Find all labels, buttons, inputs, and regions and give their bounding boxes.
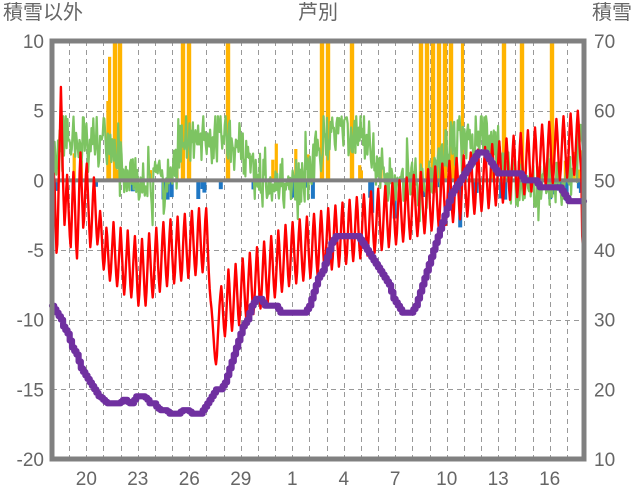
- svg-text:23: 23: [127, 469, 148, 490]
- svg-text:26: 26: [179, 469, 200, 490]
- svg-text:-15: -15: [17, 380, 44, 401]
- plot-frame: [49, 38, 587, 462]
- snow-depth-series-line: [48, 149, 588, 417]
- svg-text:70: 70: [594, 32, 615, 53]
- svg-text:29: 29: [230, 469, 251, 490]
- chart-title: 芦別: [298, 2, 338, 24]
- svg-text:1: 1: [287, 469, 298, 490]
- left-axis-tick-labels: 10 5 0 -5 -10 -15 -20: [17, 32, 44, 471]
- svg-text:50: 50: [594, 171, 615, 192]
- svg-text:-5: -5: [27, 241, 44, 262]
- svg-text:-10: -10: [17, 311, 44, 332]
- svg-text:20: 20: [76, 469, 97, 490]
- svg-text:16: 16: [539, 469, 560, 490]
- svg-text:7: 7: [390, 469, 401, 490]
- svg-text:13: 13: [488, 469, 509, 490]
- svg-text:0: 0: [33, 171, 44, 192]
- svg-text:4: 4: [338, 469, 349, 490]
- svg-text:30: 30: [594, 311, 615, 332]
- temperature-series-line: [50, 85, 586, 366]
- svg-text:10: 10: [594, 450, 615, 471]
- left-axis-title: 積雪以外: [3, 2, 83, 24]
- svg-text:60: 60: [594, 102, 615, 123]
- right-axis-title: 積雪: [592, 2, 632, 24]
- svg-text:10: 10: [23, 32, 44, 53]
- x-axis-tick-labels: 20 23 26 29 1 4 7 10 13 16: [76, 469, 560, 490]
- svg-text:10: 10: [436, 469, 457, 490]
- svg-text:5: 5: [33, 102, 44, 123]
- svg-text:-20: -20: [17, 450, 44, 471]
- svg-text:20: 20: [594, 380, 615, 401]
- svg-text:40: 40: [594, 241, 615, 262]
- right-axis-tick-labels: 70 60 50 40 30 20 10: [594, 32, 615, 471]
